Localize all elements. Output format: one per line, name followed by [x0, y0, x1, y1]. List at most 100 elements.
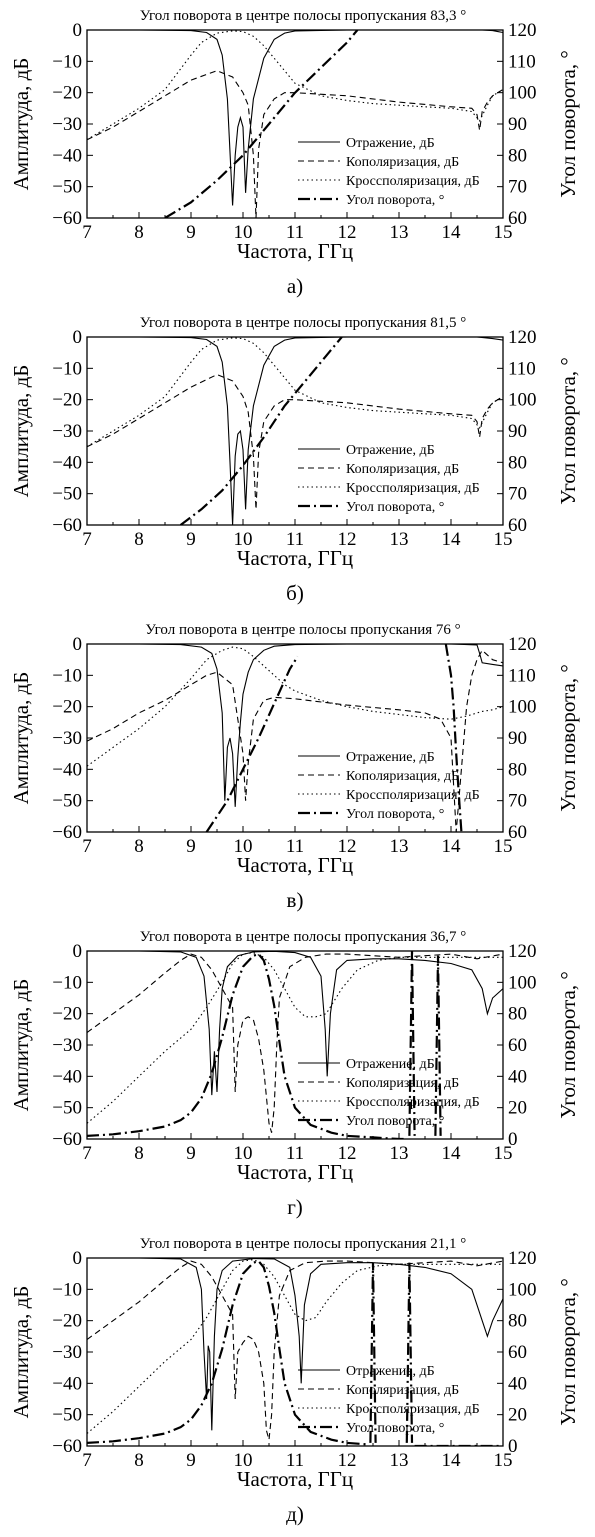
x-tick-label: 11: [286, 1143, 304, 1164]
y-tick-label: −20: [52, 697, 82, 718]
y-tick-label: −50: [52, 484, 82, 505]
y2-tick-label: 90: [508, 728, 527, 749]
x-tick-label: 14: [442, 836, 462, 857]
panel-label: б): [286, 581, 304, 605]
series-line: [444, 644, 463, 832]
legend-label: Угол поворота, °: [346, 500, 444, 515]
y2-tick-label: 0: [508, 1436, 518, 1457]
x-tick-label: 8: [134, 836, 144, 857]
legend-label: Угол поворота, °: [346, 1114, 444, 1129]
x-tick-label: 8: [134, 1143, 144, 1164]
y2-tick-label: 60: [508, 515, 527, 536]
y2-tick-label: 100: [508, 1279, 537, 1300]
legend-label: Кроссполяризация, дБ: [346, 481, 480, 496]
x-tick-label: 12: [338, 1450, 357, 1471]
y-tick-label: −10: [52, 358, 82, 379]
y2-tick-label: 110: [508, 665, 536, 686]
y2-tick-label: 80: [508, 759, 527, 780]
x-tick-label: 8: [134, 222, 144, 243]
y2-tick-label: 80: [508, 1311, 527, 1332]
chart-svg: Угол поворота в центре полосы пропускани…: [9, 315, 580, 605]
legend-label: Отражение, дБ: [346, 1057, 435, 1072]
chart-panel-v: Угол поворота в центре полосы пропускани…: [0, 614, 595, 921]
y-tick-label: −50: [52, 1405, 82, 1426]
y-tick-label: 0: [73, 634, 83, 655]
y-tick-label: −30: [52, 1035, 82, 1056]
x-tick-label: 15: [494, 529, 513, 550]
y2-tick-label: 100: [508, 697, 537, 718]
series-line: [87, 951, 503, 1096]
chart-panel-a: Угол поворота в центре полосы пропускани…: [0, 0, 595, 307]
series-line: [205, 655, 299, 832]
x-tick-label: 11: [286, 1450, 304, 1471]
y2-axis-label: Угол поворота, °: [556, 664, 580, 811]
y-tick-label: −10: [52, 51, 82, 72]
y2-tick-label: 120: [508, 327, 537, 348]
y-tick-label: 0: [73, 941, 83, 962]
y2-tick-label: 80: [508, 452, 527, 473]
y-tick-label: −50: [52, 177, 82, 198]
series-line: [179, 337, 343, 525]
series-line: [87, 953, 503, 1133]
plot-frame: [86, 1257, 504, 1447]
legend-label: Угол поворота, °: [346, 193, 444, 208]
panel-label: в): [287, 888, 304, 912]
series-line: [87, 952, 503, 1124]
series-line: [434, 955, 442, 1136]
y-tick-label: −60: [52, 208, 82, 229]
y2-tick-label: 110: [508, 51, 536, 72]
y-tick-label: −40: [52, 1066, 82, 1087]
x-tick-label: 12: [338, 529, 357, 550]
y2-tick-label: 120: [508, 634, 537, 655]
x-tick-label: 7: [82, 1143, 92, 1164]
x-tick-label: 9: [186, 222, 196, 243]
chart-svg: Угол поворота в центре полосы пропускани…: [9, 8, 580, 298]
x-tick-label: 7: [82, 222, 92, 243]
legend-label: Кополяризация, дБ: [346, 1383, 459, 1398]
x-tick-label: 11: [286, 529, 304, 550]
y2-tick-label: 0: [508, 1129, 518, 1150]
series-line: [87, 1259, 368, 1446]
series-line: [408, 951, 416, 1136]
series-line: [87, 373, 503, 510]
y-tick-label: −10: [52, 1279, 82, 1300]
chart-svg: Угол поворота в центре полосы пропускани…: [9, 622, 580, 912]
chart-title: Угол поворота в центре полосы пропускани…: [140, 929, 467, 945]
plot-frame: [86, 336, 504, 526]
y2-tick-label: 60: [508, 822, 527, 843]
legend-label: Угол поворота, °: [346, 807, 444, 822]
series-line: [87, 30, 503, 206]
y-tick-label: −30: [52, 421, 82, 442]
x-tick-label: 8: [134, 1450, 144, 1471]
y-axis-label: Амплитуда, дБ: [9, 979, 33, 1112]
x-tick-label: 14: [442, 222, 462, 243]
y2-tick-label: 100: [508, 83, 537, 104]
y-tick-label: −20: [52, 83, 82, 104]
legend-label: Кроссполяризация, дБ: [346, 174, 480, 189]
y-axis-label: Амплитуда, дБ: [9, 1286, 33, 1419]
x-tick-label: 15: [494, 222, 513, 243]
series-line: [87, 70, 503, 218]
legend-label: Кополяризация, дБ: [346, 1076, 459, 1091]
plot-frame: [86, 29, 504, 219]
y-tick-label: −50: [52, 791, 82, 812]
panel-label: г): [287, 1195, 303, 1219]
chart-title: Угол поворота в центре полосы пропускани…: [140, 315, 467, 331]
y-tick-label: 0: [73, 327, 83, 348]
x-axis-label: Частота, ГГц: [237, 239, 353, 263]
y2-tick-label: 70: [508, 484, 527, 505]
y2-tick-label: 100: [508, 972, 537, 993]
y-tick-label: −30: [52, 1342, 82, 1363]
series-line: [164, 30, 359, 218]
x-tick-label: 14: [442, 1143, 462, 1164]
x-tick-label: 8: [134, 529, 144, 550]
y-tick-label: −10: [52, 665, 82, 686]
x-tick-label: 7: [82, 836, 92, 857]
y-tick-label: −60: [52, 515, 82, 536]
y2-tick-label: 120: [508, 941, 537, 962]
series-line: [369, 1262, 377, 1443]
y2-tick-label: 60: [508, 208, 527, 229]
legend-label: Кополяризация, дБ: [346, 769, 459, 784]
y-tick-label: 0: [73, 20, 83, 41]
